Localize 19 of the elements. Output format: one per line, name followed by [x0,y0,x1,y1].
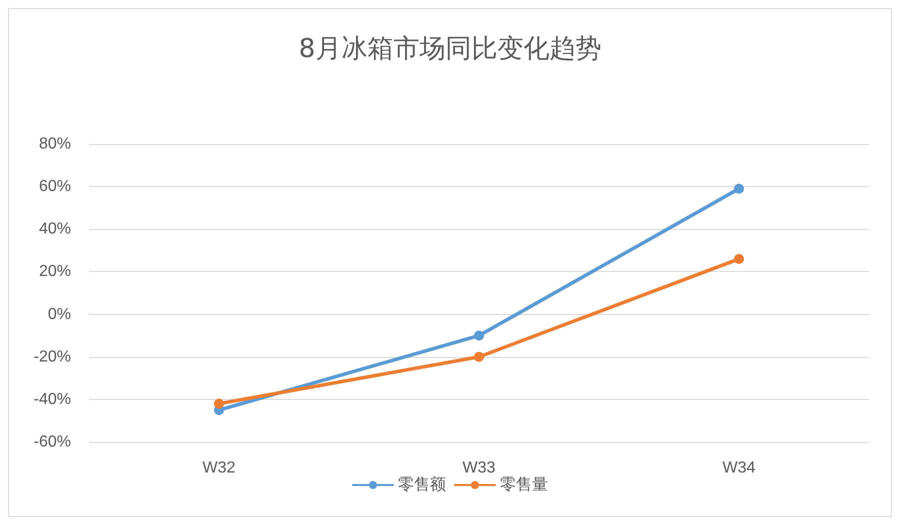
y-tick-label: 60% [38,178,71,196]
y-tick-label: 20% [38,263,71,280]
x-tick-label: W33 [462,460,496,476]
legend-label: 零售量 [500,476,548,494]
y-tick-label: 80% [38,136,71,152]
point [474,352,484,362]
point [734,254,744,264]
point [474,330,484,341]
y-tick-label: 40% [38,220,71,238]
chart-title: 8月冰箱市场同比变化趋势 [298,34,602,64]
x-tick-label: W34 [722,460,756,476]
y-tick-label: -40% [34,390,71,408]
y-tick-label: 0% [48,306,71,323]
y-tick-label: -20% [34,348,71,366]
point [214,398,224,409]
y-tick-label: -60% [34,434,71,450]
point [734,184,744,194]
x-tick-label: W32 [202,460,236,476]
legend-label: 零售额 [398,476,446,494]
